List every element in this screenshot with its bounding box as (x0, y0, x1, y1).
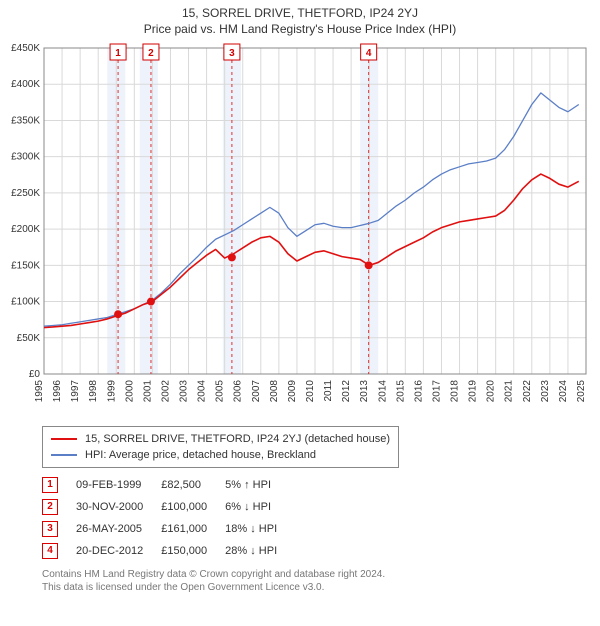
svg-text:2003: 2003 (179, 380, 190, 403)
event-date: 09-FEB-1999 (76, 474, 161, 496)
svg-text:1995: 1995 (34, 380, 45, 403)
event-marker-box: 2 (42, 499, 58, 515)
svg-text:2020: 2020 (486, 380, 497, 403)
svg-text:2016: 2016 (413, 380, 424, 403)
legend-label: 15, SORREL DRIVE, THETFORD, IP24 2YJ (de… (85, 433, 390, 445)
legend-swatch (51, 438, 77, 440)
svg-text:2009: 2009 (287, 380, 298, 403)
chart-canvas: £0 £50K £100K £150K £200K £250K £300K £350K £400… (0, 40, 600, 420)
page-subtitle: Price paid vs. HM Land Registry's House … (0, 22, 600, 36)
event-date: 30-NOV-2000 (76, 496, 161, 518)
svg-text:2013: 2013 (359, 380, 370, 403)
event-marker-box: 3 (42, 521, 58, 537)
footer-line: Contains HM Land Registry data © Crown c… (42, 568, 576, 581)
event-row: 4 20-DEC-2012£150,00028% ↓ HPI (42, 540, 295, 562)
svg-text:2: 2 (148, 48, 154, 59)
price-chart: £0 £50K £100K £150K £200K £250K £300K £350K £400… (0, 40, 600, 420)
event-delta: 18% ↓ HPI (225, 518, 295, 540)
footer-attribution: Contains HM Land Registry data © Crown c… (42, 568, 576, 594)
svg-text:3: 3 (229, 48, 235, 59)
svg-text:2019: 2019 (468, 380, 479, 403)
event-row: 3 26-MAY-2005£161,00018% ↓ HPI (42, 518, 295, 540)
svg-text:2010: 2010 (305, 380, 316, 403)
svg-text:1: 1 (115, 48, 121, 59)
event-price: £150,000 (161, 540, 225, 562)
svg-text:£250K: £250K (11, 188, 40, 199)
svg-text:1997: 1997 (70, 380, 81, 403)
svg-text:2014: 2014 (377, 380, 388, 403)
svg-text:2021: 2021 (504, 380, 515, 403)
event-date: 26-MAY-2005 (76, 518, 161, 540)
event-row: 1 09-FEB-1999£82,5005% ↑ HPI (42, 474, 295, 496)
svg-text:1996: 1996 (52, 380, 63, 403)
event-delta: 6% ↓ HPI (225, 496, 295, 518)
svg-text:2018: 2018 (450, 380, 461, 403)
svg-text:£100K: £100K (11, 297, 40, 308)
event-price: £161,000 (161, 518, 225, 540)
event-delta: 28% ↓ HPI (225, 540, 295, 562)
svg-text:2011: 2011 (323, 380, 334, 402)
svg-text:2004: 2004 (197, 380, 208, 403)
svg-text:2025: 2025 (576, 380, 587, 403)
svg-text:£450K: £450K (11, 43, 40, 54)
svg-text:£400K: £400K (11, 79, 40, 90)
svg-text:1998: 1998 (88, 380, 99, 403)
svg-text:£0: £0 (29, 369, 41, 380)
svg-text:2002: 2002 (160, 380, 171, 403)
svg-text:2001: 2001 (142, 380, 153, 403)
svg-text:£50K: £50K (17, 333, 41, 344)
svg-text:2007: 2007 (251, 380, 262, 403)
event-date: 20-DEC-2012 (76, 540, 161, 562)
svg-text:2008: 2008 (269, 380, 280, 403)
event-row: 2 30-NOV-2000£100,0006% ↓ HPI (42, 496, 295, 518)
svg-text:£200K: £200K (11, 224, 40, 235)
svg-text:1999: 1999 (106, 380, 117, 403)
events-table: 1 09-FEB-1999£82,5005% ↑ HPI 2 30-NOV-2000£… (42, 474, 576, 562)
event-price: £100,000 (161, 496, 225, 518)
legend-swatch (51, 454, 77, 456)
legend-label: HPI: Average price, detached house, Brec… (85, 449, 316, 461)
page-title: 15, SORREL DRIVE, THETFORD, IP24 2YJ (0, 6, 600, 20)
svg-text:2017: 2017 (431, 380, 442, 403)
svg-text:2005: 2005 (215, 380, 226, 403)
chart-legend: 15, SORREL DRIVE, THETFORD, IP24 2YJ (de… (42, 426, 399, 468)
svg-text:2006: 2006 (233, 380, 244, 403)
svg-text:4: 4 (366, 48, 372, 59)
svg-text:£350K: £350K (11, 115, 40, 126)
svg-text:2023: 2023 (540, 380, 551, 403)
event-delta: 5% ↑ HPI (225, 474, 295, 496)
event-price: £82,500 (161, 474, 225, 496)
svg-text:£300K: £300K (11, 152, 40, 163)
event-marker-box: 4 (42, 543, 58, 559)
event-marker-box: 1 (42, 477, 58, 493)
svg-text:2022: 2022 (522, 380, 533, 403)
legend-item: 15, SORREL DRIVE, THETFORD, IP24 2YJ (de… (51, 431, 390, 447)
svg-text:2024: 2024 (558, 380, 569, 403)
svg-text:2015: 2015 (395, 380, 406, 403)
footer-line: This data is licensed under the Open Gov… (42, 581, 576, 594)
svg-text:£150K: £150K (11, 260, 40, 271)
svg-text:2012: 2012 (341, 380, 352, 403)
legend-item: HPI: Average price, detached house, Brec… (51, 447, 390, 463)
svg-text:2000: 2000 (124, 380, 135, 403)
